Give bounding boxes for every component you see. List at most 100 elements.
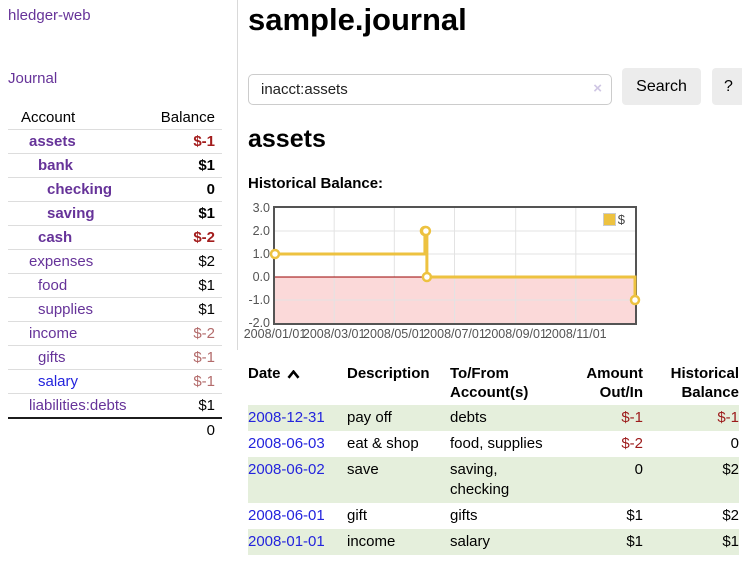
y-axis-tick-label: 0.0 (252, 270, 270, 284)
register-amount-cell: 0 (634, 461, 643, 478)
register-date-cell: 2008-06-03 (248, 431, 347, 457)
accounts-rows: assets $-1 bank $1 checking 0 saving $1 cash $-2 e… (8, 129, 222, 417)
sidebar-account-link[interactable]: liabilities:debts (29, 397, 127, 414)
sidebar-account-link[interactable]: gifts (38, 349, 66, 366)
account-balance-value: $-2 (193, 229, 215, 246)
transaction-date-link[interactable]: 2008-06-01 (248, 507, 325, 524)
transaction-date-link[interactable]: 2008-01-01 (248, 533, 325, 550)
sidebar-account-row: expenses $2 (8, 249, 222, 273)
register-accounts-cell: salary (450, 533, 491, 550)
account-balance-value: $-1 (193, 349, 215, 366)
account-balance-value: $1 (198, 277, 215, 294)
chart-title: Historical Balance: (248, 175, 384, 192)
sidebar-account-link[interactable]: supplies (38, 301, 94, 318)
transaction-date-link[interactable]: 2008-12-31 (248, 409, 325, 426)
account-balance-value: $-2 (193, 325, 215, 342)
x-axis-tick-label: 2008/05/01 (363, 327, 426, 341)
help-button[interactable]: ? (712, 68, 742, 105)
app-brand-link[interactable]: hledger-web (8, 7, 91, 24)
register-balance-cell: $2 (722, 461, 739, 478)
register-date-cell: 2008-12-31 (248, 405, 347, 431)
search-button[interactable]: Search (622, 68, 701, 105)
main-content: sample.journal × Search ? assets Histori… (244, 0, 742, 582)
sidebar-account-link[interactable]: bank (38, 157, 74, 174)
sidebar-account-row: saving $1 (8, 201, 222, 225)
register-header-accounts: To/From Account(s) (450, 365, 529, 401)
account-balance-value: $2 (198, 253, 215, 270)
register-header-amount: Amount Out/In (586, 365, 643, 401)
sidebar-account-link[interactable]: food (38, 277, 68, 294)
sidebar-account-link[interactable]: expenses (29, 253, 94, 270)
register-balance-cell: $-1 (717, 409, 739, 426)
register-amount-cell: $1 (626, 533, 643, 550)
sidebar-account-link[interactable]: saving (47, 205, 95, 222)
register-accounts-cell: food, supplies (450, 435, 543, 452)
register-accounts-cell: gifts (450, 507, 478, 524)
sidebar-account-row: salary $-1 (8, 369, 222, 393)
register-description-cell: gift (347, 507, 368, 524)
account-heading: assets (248, 125, 326, 153)
register-description-cell: income (347, 533, 396, 550)
register-date-cell: 2008-06-01 (248, 503, 347, 529)
register-amount-cell: $1 (626, 507, 643, 524)
sidebar-account-row: income $-2 (8, 321, 222, 345)
accounts-total-value: 0 (206, 421, 215, 439)
account-balance-value: $1 (198, 205, 215, 222)
account-balance-value: $1 (198, 397, 215, 414)
sidebar-account-link[interactable]: checking (47, 181, 113, 198)
account-balance-value: $-1 (193, 373, 215, 390)
sidebar: hledger-web Journal Account Balance asse… (0, 0, 237, 582)
transaction-date-link[interactable]: 2008-06-02 (248, 461, 325, 478)
sidebar-account-row: food $1 (8, 273, 222, 297)
register-description-cell: pay off (347, 409, 392, 426)
sidebar-account-link[interactable]: assets (29, 133, 76, 150)
search-input[interactable] (248, 74, 612, 105)
x-axis-tick-label: 2008/11/01 (544, 327, 607, 341)
account-balance-value: 0 (206, 181, 215, 198)
y-axis-tick-label: 1.0 (252, 247, 270, 261)
sidebar-account-link[interactable]: salary (38, 373, 79, 390)
register-description-cell: save (347, 461, 379, 478)
y-axis-tick-label: -2.0 (248, 316, 270, 330)
register-row: 2008-06-03 eat & shop food, supplies $-2 0 (248, 431, 739, 457)
y-axis-tick-label: 3.0 (252, 201, 270, 215)
accounts-balance-table: Account Balance assets $-1 bank $1 checking 0… (8, 106, 222, 441)
accounts-table-header: Account Balance (8, 106, 222, 129)
page-title: sample.journal (248, 2, 467, 37)
register-date-cell: 2008-01-01 (248, 529, 347, 555)
register-balance-cell: 0 (730, 435, 739, 452)
x-axis-tick-label: 2008/01/01 (243, 327, 307, 341)
register-header-date: Date (248, 363, 347, 405)
register-table: Date Description To/From Account(s) Amou… (248, 363, 739, 555)
y-axis-tick-label: 2.0 (252, 224, 270, 238)
account-balance-value: $-1 (193, 133, 215, 150)
account-column-header: Account (21, 109, 76, 126)
register-accounts-cell: debts (450, 409, 487, 426)
sidebar-account-row: gifts $-1 (8, 345, 222, 369)
sidebar-account-row: assets $-1 (8, 129, 222, 153)
sidebar-account-link[interactable]: income (29, 325, 78, 342)
register-description-cell: eat & shop (347, 435, 419, 452)
sort-ascending-icon (287, 369, 300, 379)
y-axis-tick-label: -1.0 (248, 293, 270, 307)
historical-balance-chart: $ 3.0 2.0 1.0 0.0 -1.0 -2.0 2008/01/01 2008/03/… (244, 201, 742, 348)
clear-search-icon[interactable]: × (593, 80, 602, 97)
register-row: 2008-06-02 save saving, checking 0 $2 (248, 457, 739, 503)
register-row: 2008-12-31 pay off debts $-1 $-1 (248, 405, 739, 431)
sidebar-item-journal[interactable]: Journal (8, 70, 58, 87)
x-axis-tick-label: 2008/03/01 (302, 327, 366, 341)
x-axis-tick-label: 2008/09/01 (484, 327, 547, 341)
register-balance-cell: $1 (722, 533, 739, 550)
search-bar: × Search ? (248, 68, 742, 105)
accounts-total-row: 0 (8, 417, 222, 441)
chart-canvas (269, 208, 641, 323)
sidebar-account-row: checking 0 (8, 177, 222, 201)
register-amount-cell: $-2 (621, 435, 643, 452)
search-input-wrap: × (248, 74, 612, 105)
transaction-date-link[interactable]: 2008-06-03 (248, 435, 325, 452)
sidebar-account-row: liabilities:debts $1 (8, 393, 222, 417)
register-accounts-cell: saving, checking (450, 461, 510, 498)
register-row: 2008-01-01 income salary $1 $1 (248, 529, 739, 555)
sidebar-account-row: bank $1 (8, 153, 222, 177)
sidebar-account-link[interactable]: cash (38, 229, 73, 246)
